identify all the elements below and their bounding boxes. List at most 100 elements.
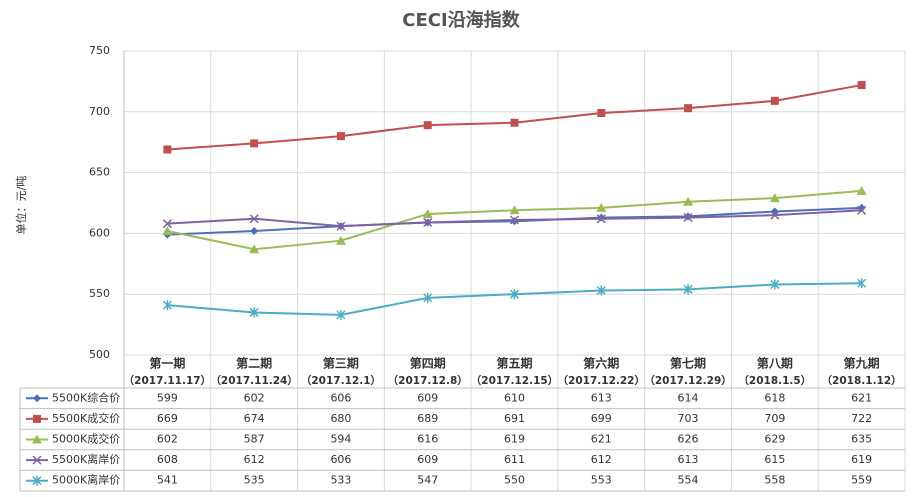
marker <box>162 300 172 311</box>
table-cell: 535 <box>244 474 265 487</box>
marker <box>770 210 780 220</box>
table-cell: 554 <box>678 474 699 487</box>
marker <box>32 475 42 486</box>
marker <box>510 217 519 226</box>
marker <box>335 235 346 245</box>
x-tick-label: 第三期 <box>323 356 359 371</box>
x-tick-label: 第四期 <box>410 356 446 371</box>
table-cell: 612 <box>244 453 265 466</box>
table-cell: 611 <box>504 453 525 466</box>
x-tick-label: 第二期 <box>236 356 272 371</box>
marker <box>857 278 867 289</box>
table-cell: 680 <box>330 412 351 425</box>
marker <box>683 284 693 295</box>
marker <box>250 139 259 148</box>
marker <box>770 279 780 290</box>
x-tick-label: 第九期 <box>844 356 880 371</box>
marker <box>856 185 867 195</box>
table-cell: 629 <box>764 433 785 446</box>
table-cell: 602 <box>157 433 178 446</box>
table-cell: 606 <box>330 391 351 404</box>
table-cell: 621 <box>851 391 872 404</box>
table-cell: 689 <box>417 412 438 425</box>
table-cell: 533 <box>330 474 351 487</box>
table-cell: 691 <box>504 412 525 425</box>
legend-label: 5500K离岸价 <box>52 452 120 466</box>
x-tick-date: （2017.12.8） <box>388 374 468 387</box>
marker <box>597 109 606 118</box>
marker <box>857 81 866 90</box>
marker <box>422 208 433 218</box>
table-cell: 547 <box>417 474 438 487</box>
marker <box>336 132 345 141</box>
table-cell: 609 <box>417 453 438 466</box>
x-tick-date: （2017.11.17） <box>124 374 211 387</box>
table-cell: 619 <box>504 433 525 446</box>
x-tick-date: （2017.12.1） <box>301 374 381 387</box>
marker <box>597 213 606 222</box>
table-cell: 608 <box>157 453 178 466</box>
x-tick-date: （2018.1.5） <box>738 374 811 387</box>
x-tick-date: （2017.12.29） <box>644 374 731 387</box>
legend-label: 5500K成交价 <box>52 411 120 425</box>
marker <box>32 434 42 444</box>
legend-label: 5000K离岸价 <box>52 473 120 487</box>
marker <box>32 455 42 465</box>
table-cell: 610 <box>504 391 525 404</box>
marker <box>857 205 867 215</box>
x-tick-date: （2017.12.15） <box>471 374 558 387</box>
x-tick-label: 第八期 <box>757 356 793 371</box>
y-tick-label: 650 <box>89 166 110 179</box>
table-cell: 612 <box>591 453 612 466</box>
x-tick-label: 第七期 <box>670 356 706 371</box>
table-cell: 709 <box>764 412 785 425</box>
marker <box>683 196 694 206</box>
marker <box>423 217 433 227</box>
table-cell: 613 <box>591 391 612 404</box>
marker <box>249 214 259 224</box>
table-cell: 602 <box>244 391 265 404</box>
marker <box>596 202 607 212</box>
table-cell: 558 <box>764 474 785 487</box>
table-cell: 722 <box>851 412 872 425</box>
marker <box>162 225 173 235</box>
table-cell: 599 <box>157 391 178 404</box>
table-cell: 621 <box>591 433 612 446</box>
table-cell: 613 <box>678 453 699 466</box>
marker <box>509 215 520 225</box>
marker <box>510 118 519 127</box>
table-cell: 616 <box>417 433 438 446</box>
y-axis-label: 单位：元/吨 <box>14 176 28 235</box>
table-cell: 674 <box>244 412 265 425</box>
table-cell: 703 <box>678 412 699 425</box>
marker <box>249 244 260 254</box>
marker <box>596 214 606 224</box>
y-tick-label: 500 <box>89 348 110 361</box>
marker <box>770 96 779 105</box>
marker <box>684 212 693 221</box>
marker <box>249 307 259 318</box>
x-tick-date: （2018.1.12） <box>822 374 902 387</box>
marker <box>423 292 433 303</box>
marker <box>163 145 172 154</box>
marker <box>769 193 780 203</box>
table-cell: 553 <box>591 474 612 487</box>
marker <box>33 414 41 423</box>
table-cell: 594 <box>330 433 351 446</box>
table-cell: 669 <box>157 412 178 425</box>
marker <box>596 285 606 296</box>
table-cell: 550 <box>504 474 525 487</box>
chart-title: CECI沿海指数 <box>402 9 520 31</box>
marker <box>509 289 520 300</box>
table-cell: 618 <box>764 391 785 404</box>
table-cell: 614 <box>678 391 699 404</box>
marker <box>250 226 259 235</box>
marker <box>336 221 346 231</box>
table-cell: 541 <box>157 474 178 487</box>
table-cell: 626 <box>678 433 699 446</box>
table-cell: 606 <box>330 453 351 466</box>
table-cell: 615 <box>764 453 785 466</box>
marker <box>423 121 432 130</box>
table-cell: 635 <box>851 433 872 446</box>
